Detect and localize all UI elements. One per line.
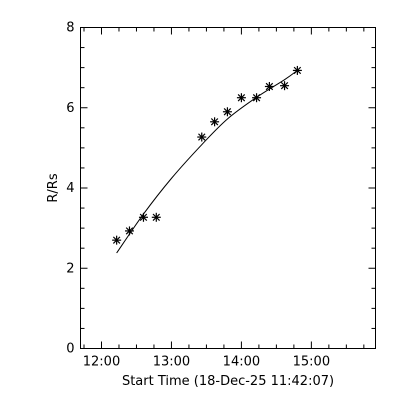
y-tick-label: 0 [66,342,74,357]
data-point-asterisk [151,212,161,222]
data-point-asterisk [264,81,274,91]
fit-line [116,70,298,254]
data-point-asterisk [292,65,302,75]
x-tick-label: 15:00 [293,355,330,370]
y-tick-label: 4 [66,181,74,196]
plot-frame [80,27,376,349]
data-point-asterisk [252,93,262,103]
data-point-asterisk [280,81,290,91]
data-point-asterisk [222,107,232,117]
data-point-asterisk [112,235,122,245]
x-axis-label: Start Time (18-Dec-25 11:42:07) [122,374,334,389]
x-axis: 12:00 13:00 14:00 15:00 [83,27,365,370]
data-point-asterisk [236,93,246,103]
y-tick-label: 2 [66,261,74,276]
y-tick-label: 8 [66,21,74,36]
x-tick-label: 14:00 [223,355,260,370]
y-tick-label: 6 [66,101,74,116]
data-markers [112,65,302,245]
y-axis-label: R/Rs [46,173,61,202]
y-axis: 0 2 4 6 8 [66,21,376,357]
data-point-asterisk [124,226,134,236]
x-tick-label: 13:00 [153,355,190,370]
data-point-asterisk [138,212,148,222]
data-point-asterisk [197,132,207,142]
data-point-asterisk [210,117,220,127]
x-tick-label: 12:00 [83,355,120,370]
